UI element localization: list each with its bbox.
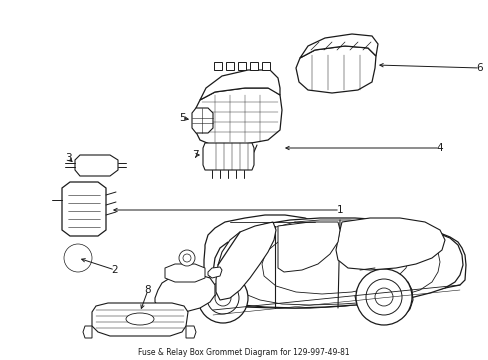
- Text: 7: 7: [191, 150, 198, 160]
- Circle shape: [73, 253, 83, 263]
- Text: 6: 6: [476, 63, 482, 73]
- Polygon shape: [295, 46, 375, 93]
- Polygon shape: [92, 303, 187, 336]
- Text: 3: 3: [64, 153, 71, 163]
- Circle shape: [198, 273, 247, 323]
- Circle shape: [365, 279, 401, 315]
- Circle shape: [215, 290, 230, 306]
- Polygon shape: [207, 267, 222, 278]
- Polygon shape: [278, 222, 339, 272]
- Circle shape: [179, 250, 195, 266]
- Polygon shape: [214, 62, 222, 70]
- Polygon shape: [216, 222, 275, 300]
- Circle shape: [355, 269, 411, 325]
- Text: 2: 2: [111, 265, 118, 275]
- Polygon shape: [155, 275, 215, 312]
- Text: 4: 4: [436, 143, 443, 153]
- Polygon shape: [164, 264, 204, 282]
- Circle shape: [374, 288, 392, 306]
- Circle shape: [64, 244, 92, 272]
- Polygon shape: [62, 182, 106, 236]
- Polygon shape: [299, 34, 377, 58]
- Polygon shape: [249, 62, 258, 70]
- Polygon shape: [209, 220, 465, 308]
- Text: 8: 8: [144, 285, 151, 295]
- Text: 5: 5: [178, 113, 185, 123]
- Circle shape: [206, 282, 239, 314]
- Polygon shape: [192, 108, 213, 133]
- Text: Fuse & Relay Box Grommet Diagram for 129-997-49-81: Fuse & Relay Box Grommet Diagram for 129…: [138, 348, 349, 357]
- Circle shape: [183, 254, 191, 262]
- Polygon shape: [225, 62, 234, 70]
- Polygon shape: [262, 62, 269, 70]
- Polygon shape: [238, 62, 245, 70]
- Polygon shape: [83, 326, 92, 338]
- Polygon shape: [203, 215, 319, 304]
- Polygon shape: [185, 326, 196, 338]
- Polygon shape: [335, 218, 444, 270]
- Polygon shape: [200, 70, 280, 100]
- Polygon shape: [75, 155, 118, 176]
- Circle shape: [68, 248, 88, 268]
- Polygon shape: [195, 88, 282, 145]
- Text: 1: 1: [336, 205, 343, 215]
- Ellipse shape: [126, 313, 154, 325]
- Polygon shape: [203, 143, 253, 170]
- Polygon shape: [213, 218, 462, 308]
